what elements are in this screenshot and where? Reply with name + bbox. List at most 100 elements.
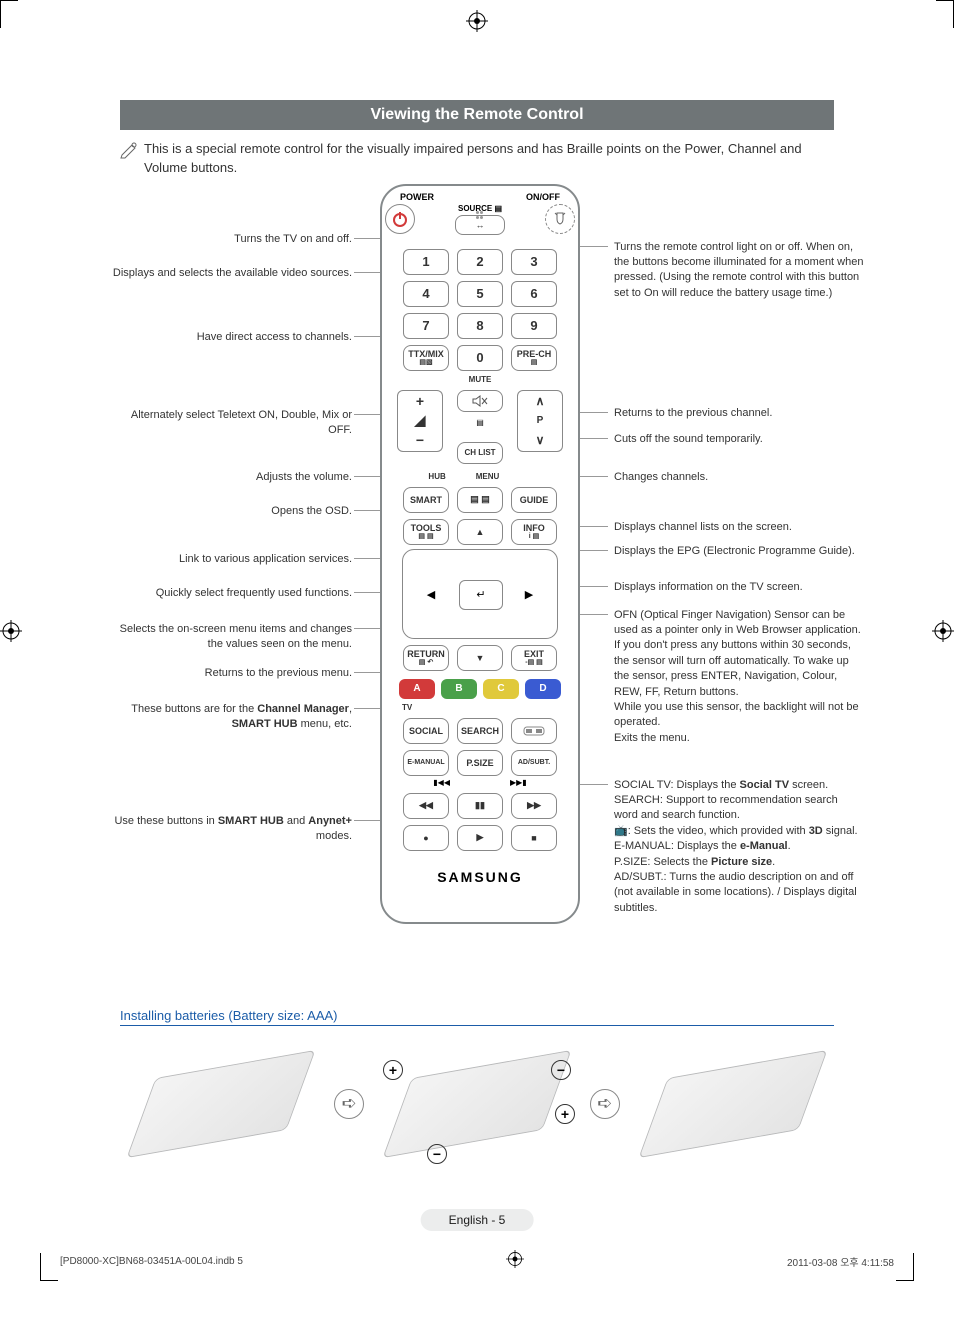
page-number-text: English - 5 (449, 1213, 506, 1227)
color-a-button[interactable]: A (399, 679, 435, 699)
footer-left: [PD8000-XC]BN68-03451A-00L04.indb 5 (60, 1256, 243, 1267)
battery-rule (120, 1025, 834, 1026)
num-0[interactable]: 0 (457, 345, 503, 371)
mute-chlist-col: ▤ CH LIST (457, 390, 503, 464)
num-row-4: TTX/MIX▤▧ 0 PRE-CH▤ (382, 345, 578, 371)
note-icon (120, 141, 138, 159)
menu-button[interactable]: ▤ ▤ (457, 487, 503, 513)
callout-left: Quickly select frequently used functions… (112, 586, 352, 601)
top-dual-label: POWER ON/OFF (382, 192, 578, 202)
num-row-3: 7 8 9 (382, 313, 578, 339)
power-button[interactable] (385, 204, 415, 234)
guide-button[interactable]: GUIDE (511, 487, 557, 513)
play-button[interactable]: ▶ (457, 825, 503, 851)
fastforward-button[interactable]: ▶▶ (511, 793, 557, 819)
hub-label: HUB (428, 472, 445, 481)
section-title: Viewing the Remote Control (370, 106, 583, 123)
battery-section-title: Installing batteries (Battery size: AAA) (120, 994, 834, 1023)
channel-rocker[interactable]: ∧ P ∨ (517, 390, 563, 452)
callout-right: OFN (Optical Finger Navigation) Sensor c… (614, 608, 864, 747)
battery-step-3 (643, 1054, 823, 1154)
pause-button[interactable]: ▮▮ (457, 793, 503, 819)
num-3[interactable]: 3 (511, 249, 557, 275)
num-5[interactable]: 5 (457, 281, 503, 307)
color-buttons-row: A B C D (382, 679, 578, 699)
volume-rocker[interactable]: + ◢ − (397, 390, 443, 452)
polarity-plus-2: + (555, 1104, 575, 1124)
crop-mark-tr (936, 0, 954, 28)
callout-right: Changes channels. (614, 470, 864, 485)
prech-button[interactable]: PRE-CH▤ (511, 345, 557, 371)
search-button[interactable]: SEARCH (457, 718, 503, 744)
return-down-exit-row: RETURN▤ ↶ ▼ EXIT-▤ ▤ (382, 645, 578, 671)
tools-up-info-row: TOOLS▤ ▤ ▲ INFOi ▤ (382, 519, 578, 545)
content-area: Viewing the Remote Control This is a spe… (120, 100, 834, 1164)
rewind-button[interactable]: ◀◀ (403, 793, 449, 819)
chlist-button[interactable]: CH LIST (457, 442, 503, 464)
num-2[interactable]: 2 (457, 249, 503, 275)
num-7[interactable]: 7 (403, 313, 449, 339)
social-button[interactable]: SOCIAL (403, 718, 449, 744)
info-button[interactable]: INFOi ▤ (511, 519, 557, 545)
page: Viewing the Remote Control This is a spe… (0, 0, 954, 1321)
row-power: SOURCE ▤ ↔ (382, 204, 578, 235)
vol-mute-ch-row: + ◢ − ▤ CH LIST ∧ P ∨ (382, 390, 578, 464)
callout-right: Displays the EPG (Electronic Programme G… (614, 544, 864, 559)
note-text: This is a special remote control for the… (144, 140, 834, 178)
adsubt-button[interactable]: AD/SUBT. (511, 750, 557, 776)
crop-mark-tl (0, 0, 18, 28)
enter-button[interactable]: ↵ (459, 580, 503, 610)
callout-left: Alternately select Teletext ON, Double, … (112, 408, 352, 439)
stop-button[interactable]: ■ (511, 825, 557, 851)
callout-right: SOCIAL TV: Displays the Social TV screen… (614, 778, 864, 917)
dpad-down[interactable]: ▼ (457, 645, 503, 671)
num-4[interactable]: 4 (403, 281, 449, 307)
callout-left: Have direct access to channels. (112, 330, 352, 345)
prev-track-icon: ▮◀◀ (433, 778, 450, 787)
dpad-left[interactable]: ◀ (409, 580, 453, 610)
exit-button[interactable]: EXIT-▤ ▤ (511, 645, 557, 671)
smart-menu-guide-row: SMART ▤ ▤ GUIDE (382, 487, 578, 513)
3d-button[interactable] (511, 718, 557, 744)
num-row-2: 4 5 6 (382, 281, 578, 307)
hub-menu-labels: HUB MENU . (382, 472, 578, 481)
section-title-bar: Viewing the Remote Control (120, 100, 834, 130)
footer-right: 2011-03-08 오후 4:11:58 (787, 1254, 894, 1269)
transport-row-1: ◀◀ ▮▮ ▶▶ (382, 793, 578, 819)
num-8[interactable]: 8 (457, 313, 503, 339)
braille-dots-power (476, 211, 484, 227)
callout-right: Turns the remote control light on or off… (614, 240, 864, 302)
color-d-button[interactable]: D (525, 679, 561, 699)
leader-line (578, 246, 608, 247)
smart-button[interactable]: SMART (403, 487, 449, 513)
num-6[interactable]: 6 (511, 281, 557, 307)
num-9[interactable]: 9 (511, 313, 557, 339)
social-search-3d-row: SOCIAL SEARCH (382, 718, 578, 744)
emanual-button[interactable]: E-MANUAL (403, 750, 449, 776)
leader-line (578, 550, 608, 551)
callout-left: Turns the TV on and off. (112, 232, 352, 247)
callout-left: Displays and selects the available video… (112, 266, 352, 281)
num-1[interactable]: 1 (403, 249, 449, 275)
tv-label: TV (382, 703, 578, 712)
dpad-up[interactable]: ▲ (457, 519, 503, 545)
ttx-button[interactable]: TTX/MIX▤▧ (403, 345, 449, 371)
callout-left: Opens the OSD. (112, 504, 352, 519)
mute-button[interactable] (457, 390, 503, 412)
color-b-button[interactable]: B (441, 679, 477, 699)
light-button[interactable] (545, 204, 575, 234)
note-line: This is a special remote control for the… (120, 140, 834, 178)
battery-step-2: + − − + (387, 1054, 567, 1154)
mute-label: MUTE (382, 375, 578, 384)
dpad-right[interactable]: ▶ (507, 580, 551, 610)
power-label: POWER (400, 192, 434, 202)
callout-right: Cuts off the sound temporarily. (614, 432, 864, 447)
return-button[interactable]: RETURN▤ ↶ (403, 645, 449, 671)
color-c-button[interactable]: C (483, 679, 519, 699)
registration-mark-left (0, 620, 22, 642)
record-button[interactable]: ● (403, 825, 449, 851)
tools-button[interactable]: TOOLS▤ ▤ (403, 519, 449, 545)
psize-button[interactable]: P.SIZE (457, 750, 503, 776)
leader-line (578, 784, 608, 785)
brand-logo: SAMSUNG (382, 869, 578, 885)
